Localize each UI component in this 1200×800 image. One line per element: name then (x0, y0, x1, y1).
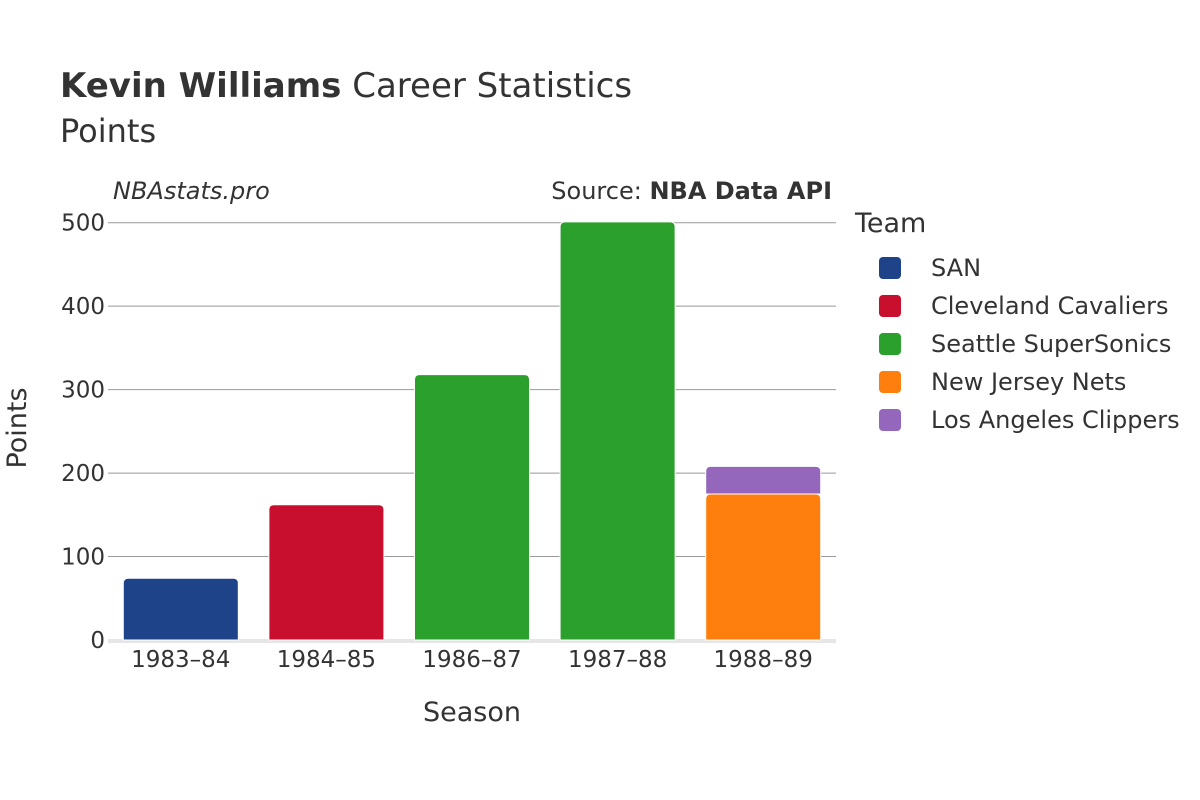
x-tick-label: 1987–88 (568, 647, 667, 673)
source-name: NBA Data API (649, 177, 832, 205)
legend-item[interactable]: Cleveland Cavaliers (855, 287, 1180, 325)
legend: Team SAN Cleveland Cavaliers Seattle Super… (855, 208, 1180, 439)
bar-san (122, 577, 239, 641)
legend-label: New Jersey Nets (931, 368, 1127, 396)
bar-cleveland-cavaliers (268, 504, 385, 641)
y-axis-title: Points (2, 387, 33, 468)
x-tick-label: 1984–85 (277, 647, 376, 673)
legend-label: SAN (931, 254, 982, 282)
legend-title: Team (855, 208, 927, 239)
legend-swatch (879, 257, 901, 279)
legend-item[interactable]: SAN (855, 249, 1180, 287)
bar-new-jersey-nets (705, 493, 822, 641)
data-source: Source: NBA Data API (551, 177, 832, 205)
y-tick-label: 400 (61, 294, 105, 320)
legend-item[interactable]: Los Angeles Clippers (855, 401, 1180, 439)
x-tick-label: 1986–87 (422, 647, 521, 673)
y-tick-label: 0 (90, 628, 105, 654)
bar-seattle-supersonics (413, 374, 531, 641)
legend-swatch (879, 409, 901, 431)
y-tick-label: 100 (61, 545, 105, 571)
title-suffix: Career Statistics (341, 66, 633, 106)
legend-label: Seattle SuperSonics (931, 330, 1172, 358)
legend-label: Cleveland Cavaliers (931, 292, 1169, 320)
bar-los-angeles-clippers (705, 465, 822, 495)
site-watermark: NBAstats.pro (113, 177, 270, 205)
y-tick-label: 200 (61, 461, 105, 487)
chart-subtitle: Points (60, 112, 157, 150)
chart-title: Kevin Williams Career Statistics (60, 66, 632, 106)
y-tick-label: 300 (61, 378, 105, 404)
source-prefix: Source: (551, 177, 650, 205)
legend-swatch (879, 371, 901, 393)
x-axis-title: Season (423, 697, 521, 728)
legend-label: Los Angeles Clippers (931, 406, 1180, 434)
player-name: Kevin Williams (60, 66, 342, 106)
legend-items: SAN Cleveland Cavaliers Seattle SuperSonic… (855, 249, 1180, 439)
bar-seattle-supersonics (559, 221, 676, 641)
legend-swatch (879, 333, 901, 355)
legend-item[interactable]: New Jersey Nets (855, 363, 1180, 401)
legend-item[interactable]: Seattle SuperSonics (855, 325, 1180, 363)
y-tick-label: 500 (61, 211, 105, 237)
x-tick-label: 1983–84 (131, 647, 230, 673)
x-tick-label: 1988–89 (714, 647, 813, 673)
legend-swatch (879, 295, 901, 317)
